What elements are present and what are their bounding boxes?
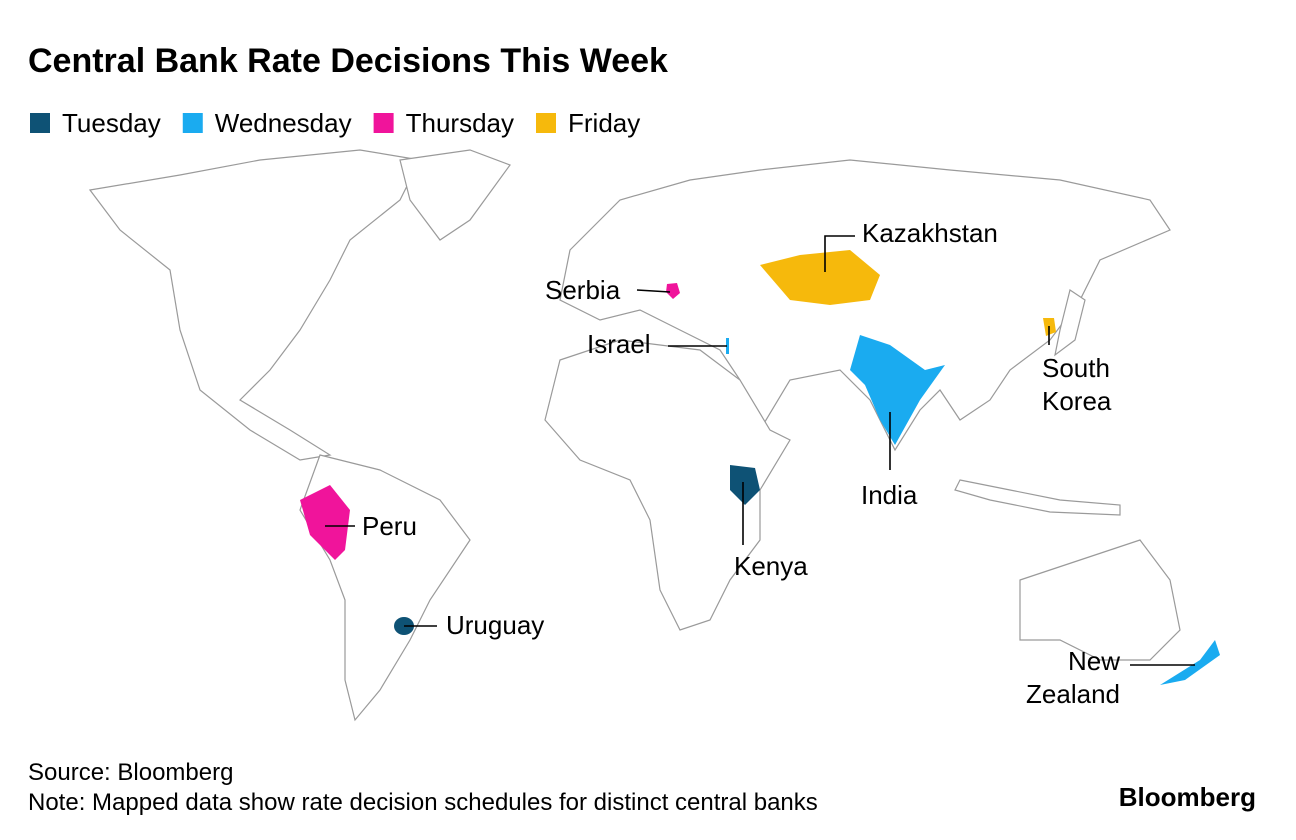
country-label: India — [861, 480, 918, 510]
indonesia — [954, 479, 1121, 516]
country-shape — [760, 250, 880, 305]
north-america — [88, 149, 421, 461]
world-map — [88, 149, 1220, 722]
country-label: Kenya — [734, 551, 808, 581]
country-shape — [726, 338, 729, 354]
legend-swatch — [373, 113, 394, 133]
country-label: Zealand — [1026, 679, 1120, 709]
country-label: New — [1068, 646, 1120, 676]
legend-swatch — [536, 113, 556, 133]
eurasia — [559, 159, 1171, 452]
australia — [1019, 539, 1181, 661]
legend-label: Wednesday — [215, 108, 352, 138]
africa — [544, 339, 791, 631]
legend-swatch — [30, 113, 50, 133]
japan — [1054, 289, 1086, 357]
country-shape — [730, 465, 760, 505]
country-label: Serbia — [545, 275, 621, 305]
leader-line — [636, 289, 671, 293]
country-label: Korea — [1042, 386, 1112, 416]
leader-line — [824, 235, 855, 272]
legend: Tuesday Wednesday Thursday Friday — [30, 108, 640, 138]
country-shape — [850, 335, 945, 445]
country-label: Israel — [587, 329, 651, 359]
country-label: South — [1042, 353, 1110, 383]
country-label: Kazakhstan — [862, 218, 998, 248]
country-label: Peru — [362, 511, 417, 541]
legend-label: Friday — [568, 108, 640, 138]
country-shape — [300, 485, 350, 560]
logo: Bloomberg — [1119, 782, 1256, 812]
legend-swatch — [182, 113, 203, 133]
country-shape — [666, 283, 680, 299]
greenland — [399, 149, 511, 241]
title: Central Bank Rate Decisions This Week — [28, 42, 668, 80]
country-labels: Kazakhstan Serbia Israel South Korea Ind… — [362, 218, 1120, 709]
note: Note: Mapped data show rate decision sch… — [28, 789, 818, 816]
country-shape — [1160, 640, 1220, 685]
country-label: Uruguay — [446, 610, 544, 640]
legend-label: Tuesday — [62, 108, 161, 138]
legend-label: Thursday — [406, 108, 514, 138]
source: Source: Bloomberg — [28, 759, 233, 786]
